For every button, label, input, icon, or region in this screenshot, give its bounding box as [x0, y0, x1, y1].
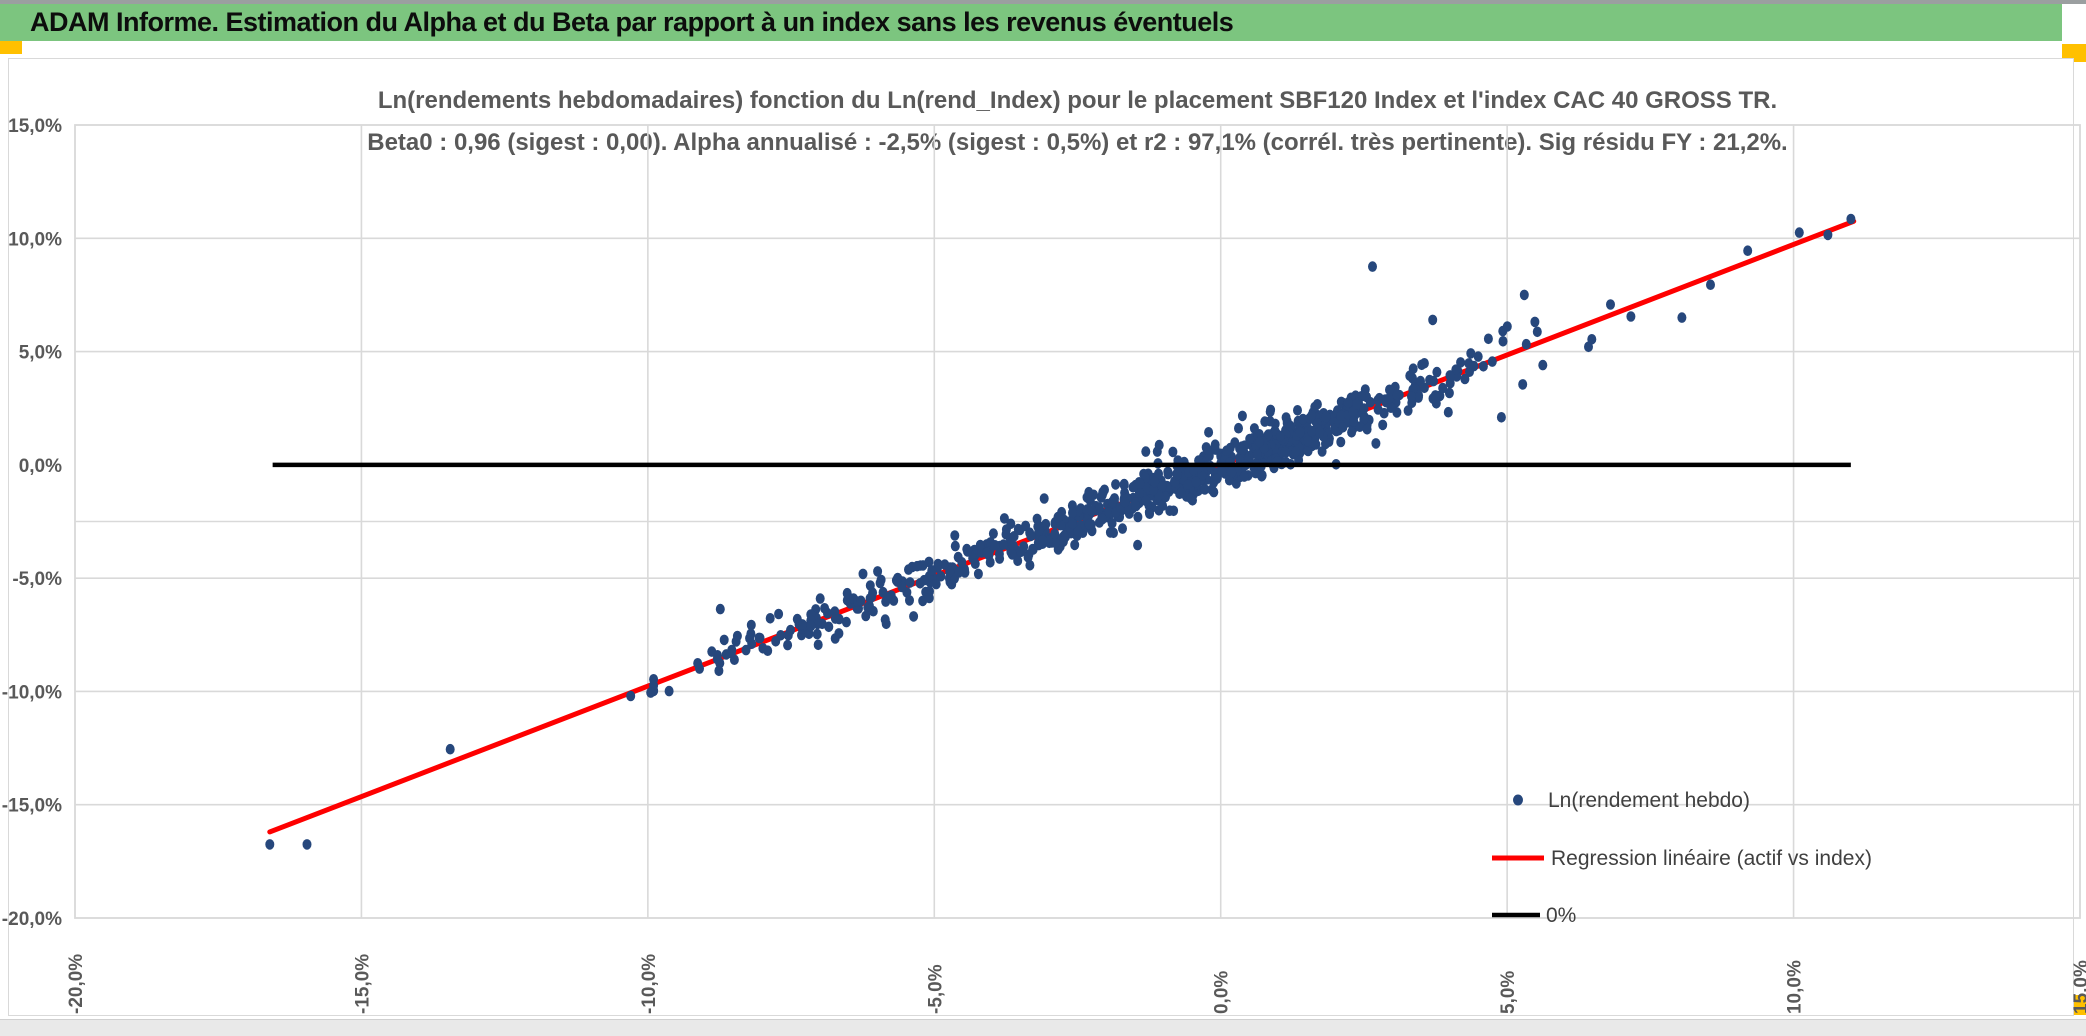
- chart-subtitle: Beta0 : 0,96 (sigest : 0,00). Alpha annu…: [367, 129, 1788, 156]
- bottom-strip: [0, 1019, 2086, 1036]
- gold-corner-top-left: [0, 41, 22, 54]
- chart-title: Ln(rendements hebdomadaires) fonction du…: [377, 87, 1778, 114]
- y-tick-label: -20,0%: [2, 909, 62, 930]
- legend-label-regression: Regression linéaire (actif vs index): [1551, 847, 1872, 870]
- scatter-series: [265, 213, 1856, 850]
- x-tick-label: 15,0%: [2071, 960, 2086, 1014]
- x-tick-label: -15,0%: [352, 954, 373, 1014]
- y-tick-label: -10,0%: [2, 682, 62, 703]
- x-tick-label: -5,0%: [925, 964, 946, 1014]
- y-tick-label: 5,0%: [19, 343, 62, 364]
- gold-corner-top-right: [2062, 44, 2086, 62]
- legend-marker-scatter: [1513, 794, 1523, 806]
- y-tick-label: -15,0%: [2, 796, 62, 817]
- window-top-strip: [0, 0, 2086, 4]
- x-tick-label: -20,0%: [66, 954, 87, 1014]
- plot-border: [74, 124, 2081, 919]
- x-tick-label: 5,0%: [1498, 971, 1519, 1014]
- y-tick-label: -5,0%: [12, 569, 62, 590]
- legend-label-zero: 0%: [1546, 904, 1576, 927]
- chart-legend: Ln(rendement hebdo) Regression linéaire (…: [1492, 789, 1872, 927]
- y-tick-label: 10,0%: [8, 229, 62, 250]
- x-tick-label: 10,0%: [1785, 960, 1806, 1014]
- y-tick-label: 0,0%: [19, 456, 62, 477]
- axis-labels: 15,0% 10,0% 5,0% 0,0% -5,0% -10,0% -15,0% -20,0…: [2, 116, 2086, 1014]
- x-tick-label: -10,0%: [639, 954, 660, 1014]
- gridlines: [75, 125, 2080, 918]
- y-tick-label: 15,0%: [8, 116, 62, 137]
- x-tick-label: 0,0%: [1212, 971, 1233, 1014]
- app-header-title: ADAM Informe. Estimation du Alpha et du …: [30, 7, 1234, 37]
- app-header: ADAM Informe. Estimation du Alpha et du …: [0, 4, 2062, 41]
- legend-label-scatter: Ln(rendement hebdo): [1548, 789, 1750, 812]
